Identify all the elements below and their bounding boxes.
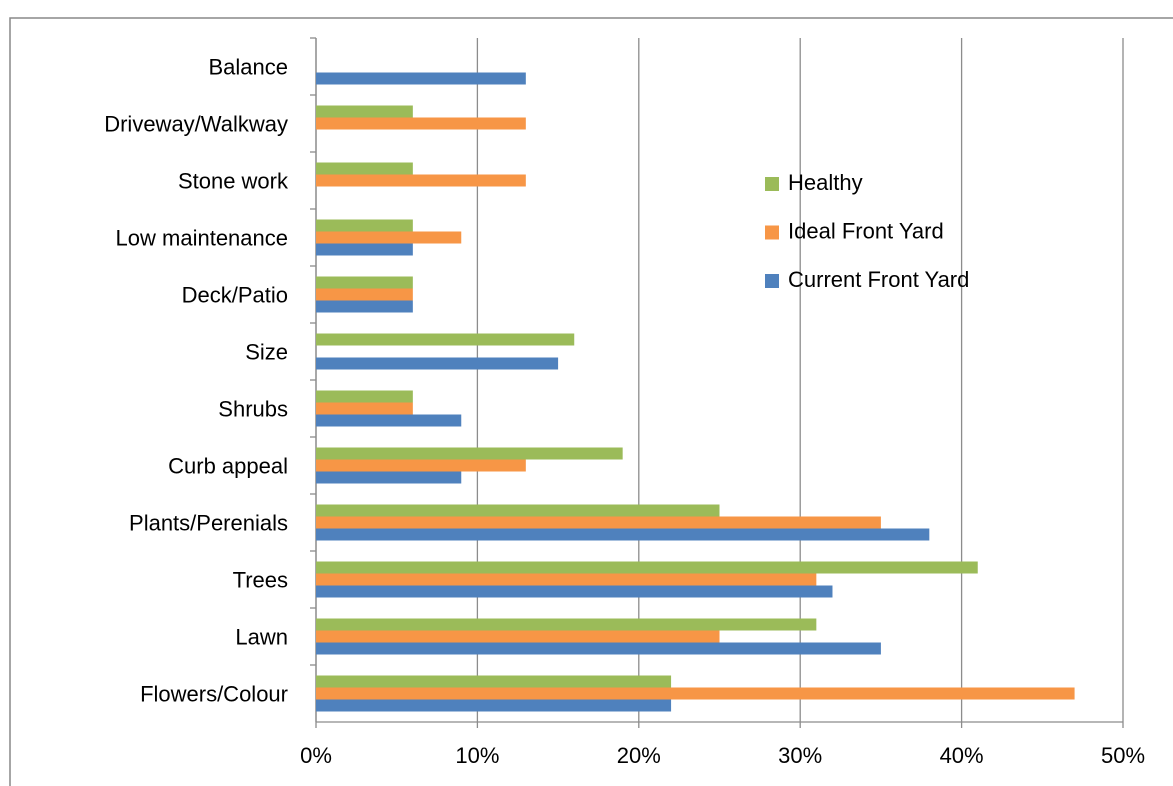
bar	[316, 504, 720, 517]
chart-frame	[9, 17, 1173, 786]
y-tick-label: Flowers/Colour	[140, 681, 288, 706]
bar	[316, 333, 575, 346]
bar	[316, 357, 559, 370]
y-tick-label: Plants/Perenials	[129, 510, 288, 535]
bar	[316, 699, 672, 712]
y-tick-label: Curb appeal	[168, 453, 288, 478]
bar	[316, 243, 413, 256]
legend-label: Current Front Yard	[788, 267, 969, 292]
bar	[316, 687, 1075, 700]
bar	[316, 528, 930, 541]
bar	[316, 585, 833, 598]
bar	[316, 117, 526, 130]
x-tick-label: 0%	[300, 743, 332, 768]
bar	[316, 414, 462, 427]
bar	[316, 402, 413, 415]
bar	[316, 573, 817, 586]
y-tick-label: Shrubs	[218, 396, 288, 421]
y-tick-label: Size	[245, 339, 288, 364]
x-tick-label: 20%	[617, 743, 661, 768]
y-tick-label: Trees	[233, 567, 288, 592]
legend-swatch	[765, 177, 779, 191]
bar	[316, 642, 881, 655]
x-tick-label: 30%	[778, 743, 822, 768]
bar	[316, 516, 881, 529]
bar	[316, 72, 526, 85]
bar	[316, 561, 978, 574]
bar	[316, 447, 623, 460]
y-tick-label: Lawn	[235, 624, 288, 649]
y-tick-label: Driveway/Walkway	[104, 111, 288, 136]
y-tick-label: Deck/Patio	[182, 282, 288, 307]
y-tick-label: Balance	[208, 54, 288, 79]
bar	[316, 471, 462, 484]
y-tick-label: Low maintenance	[116, 225, 288, 250]
y-tick-label: Stone work	[178, 168, 289, 193]
bar	[316, 630, 720, 643]
bar	[316, 276, 413, 289]
bar	[316, 675, 672, 688]
x-tick-label: 10%	[455, 743, 499, 768]
legend-label: Ideal Front Yard	[788, 218, 944, 243]
bar	[316, 618, 817, 631]
bar	[316, 105, 413, 118]
bar	[316, 219, 413, 232]
bar	[316, 231, 462, 244]
x-tick-label: 50%	[1101, 743, 1145, 768]
legend-label: Healthy	[788, 170, 863, 195]
bar	[316, 174, 526, 187]
bar	[316, 390, 413, 403]
legend-swatch	[765, 225, 779, 240]
x-tick-label: 40%	[940, 743, 984, 768]
bar	[316, 459, 526, 472]
bar	[316, 162, 413, 175]
bar	[316, 288, 413, 301]
bar	[316, 300, 413, 313]
legend-swatch	[765, 274, 779, 288]
